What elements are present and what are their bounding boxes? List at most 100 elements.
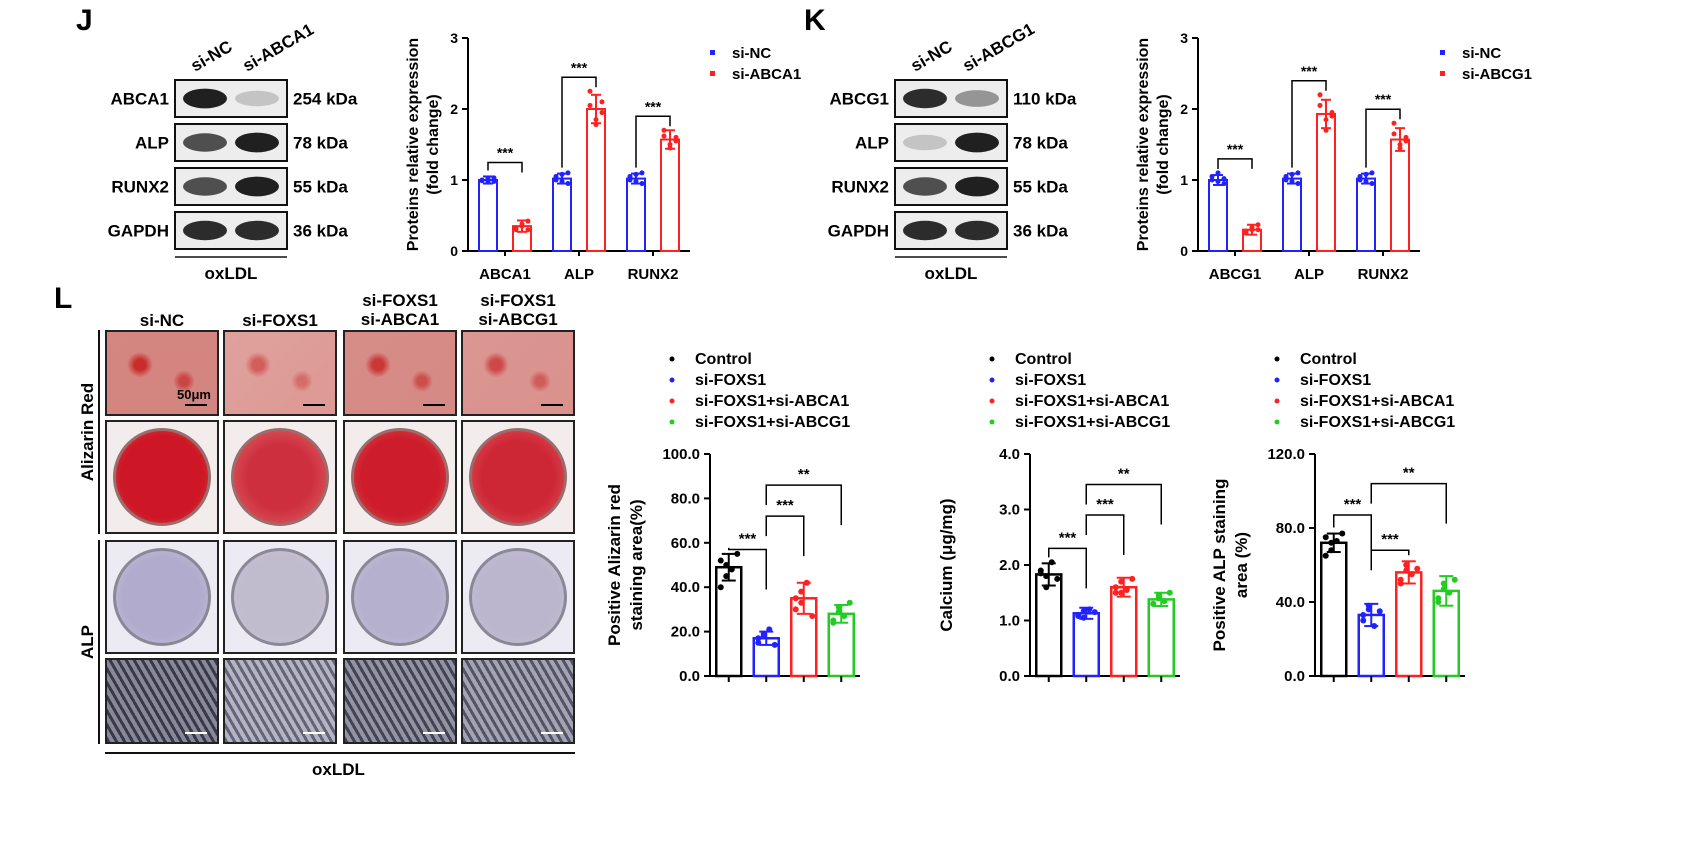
l1-sig-bracket-1 [728,547,767,590]
j-ylabel-line-1: Proteins relative expression [405,38,422,251]
j-sig-label-alp: *** [571,59,588,75]
alp-micro-image-3 [343,658,457,744]
j-protein-label-abca1: ABCA1 [110,90,169,109]
l1-ytick-label-40: 40.0 [671,579,700,596]
j-legend-marker-si-nc [710,50,715,55]
k-point-si-nc-alp-5 [1289,178,1295,184]
j-point-si-abca1-abca1-4 [513,225,519,231]
western-blot-k: si-NC si-ABCG1 ABCG1 110 kDa ALP 78 kDa RUNX2 5… [828,19,1077,283]
k-kda-label-alp: 78 kDa [1013,134,1068,153]
l2-legend-marker-si-foxs1-si-abcg1 [989,419,995,425]
k-lane-label-si-nc: si-NC [908,37,956,76]
l2-point-control-2 [1043,584,1050,591]
l1-legend-marker-si-foxs1 [669,377,675,383]
l1-point-control-5 [717,584,724,591]
j-point-si-abca1-abca1-6 [525,227,531,233]
alp-well-dish-4 [469,548,567,646]
j-band-runx2-2 [235,176,279,197]
l3-legend-marker-si-foxs1-si-abcg1 [1274,419,1280,425]
l3-sig-label-1: *** [1344,496,1362,513]
l1-point-si-foxs1-si-abca1-2 [798,588,805,595]
k-point-si-abcg1-abcg1-4 [1243,228,1249,234]
l2-point-si-foxs1-si-abca1-4 [1129,575,1136,582]
k-legend-label-si-abcg1: si-ABCG1 [1462,66,1532,83]
j-point-si-abca1-runx2-4 [661,127,667,133]
l2-bar-control [1035,573,1063,678]
j-point-si-abca1-alp-1 [587,88,593,94]
j-point-si-nc-abca1-4 [479,178,485,184]
j-sig-label-abca1: *** [497,144,514,160]
j-kda-label-runx2: 55 kDa [293,178,348,197]
l1-point-si-foxs1-1 [755,639,762,646]
l3-sig-label-3: ** [1403,465,1415,482]
alizarin-micro-image-1 [105,330,219,416]
j-kda-label-alp: 78 kDa [293,134,348,153]
l2-ylabel-line-1: Calcium (μg/mg) [937,498,956,631]
l1-point-control-6 [723,562,730,568]
l1-point-si-foxs1-5 [755,635,762,642]
j-band-gapdh-2 [235,220,279,241]
k-point-si-nc-abcg1-1 [1209,177,1215,183]
l3-legend-marker-control [1274,356,1280,362]
alp-well-image-3 [343,540,457,654]
j-treatment-label: oxLDL [205,264,258,283]
k-point-si-nc-alp-4 [1283,173,1289,179]
j-band-abca1-1 [183,88,227,109]
j-band-gapdh-1 [183,220,227,241]
l2-sig-bracket-2 [1085,514,1125,556]
k-point-si-abcg1-abcg1-5 [1249,225,1255,231]
l2-point-si-foxs1-3 [1086,606,1093,613]
l3-bar-control [1320,541,1348,678]
panel-letter-l: L [54,282,73,315]
k-point-si-nc-alp-6 [1295,170,1301,176]
l3-ylabel-line-2: area (%) [1232,532,1251,598]
alizarin-well-image-4 [461,420,575,534]
row-label-alizarin-red: Alizarin Red [78,382,97,482]
scale-bar-alizarin-micro-4 [541,404,563,406]
l3-point-si-foxs1-si-abcg1-4 [1451,576,1458,583]
k-treatment-label: oxLDL [925,264,978,283]
l2-ytick-label-2: 2.0 [999,557,1020,574]
alp-well-dish-2 [231,548,329,646]
j-point-si-nc-runx2-1 [627,177,633,183]
j-kda-label-abca1: 254 kDa [293,90,358,109]
k-point-si-nc-runx2-4 [1357,173,1363,179]
j-category-label-runx2: RUNX2 [628,266,679,283]
l1-point-si-foxs1-si-abcg1-4 [846,599,853,606]
j-point-si-nc-abca1-3 [491,175,497,181]
alizarin-well-image-1 [105,420,219,534]
alp-well-image-4 [461,540,575,654]
l3-point-control-2 [1328,547,1335,554]
row-label-alp: ALP [78,625,97,659]
l1-ylabel-line-2: staining area(%) [627,499,646,630]
l3-sig-bracket-1 [1333,514,1372,556]
l1-ylabel-line-1: Positive Alizarin red [605,484,624,646]
k-kda-label-abcg1: 110 kDa [1013,90,1077,109]
k-sig-label-runx2: *** [1375,91,1392,107]
k-point-si-nc-runx2-1 [1357,177,1363,183]
k-point-si-abcg1-runx2-6 [1403,134,1409,140]
l3-sig-bracket-2 [1370,549,1410,571]
l2-ytick-label-3: 3.0 [999,502,1020,519]
l3-point-si-foxs1-si-abca1-3 [1408,571,1415,578]
k-point-si-abcg1-runx2-2 [1397,145,1403,151]
l2-legend-label-si-foxs1-si-abcg1: si-FOXS1+si-ABCG1 [1015,414,1170,431]
l2-legend-marker-si-foxs1-si-abca1 [989,398,995,404]
l3-point-si-foxs1-si-abca1-5 [1397,580,1404,587]
l2-point-si-foxs1-6 [1080,608,1087,615]
alizarin-well-dish-1 [113,428,211,526]
j-band-abca1-2 [235,90,279,107]
j-point-si-nc-runx2-3 [639,181,645,187]
k-band-gapdh-1 [903,220,947,241]
alp-micro-image-1 [105,658,219,744]
k-bar-si-abcg1-alp [1316,112,1336,252]
l3-point-si-foxs1-si-abca1-4 [1414,565,1421,572]
chart-k-protein-expression: 0 1 2 3 Proteins relative expression (fold ch… [1135,30,1532,283]
j-kda-label-gapdh: 36 kDa [293,222,348,241]
j-point-si-nc-abca1-2 [485,179,491,185]
l2-sig-bracket-1 [1048,547,1087,589]
l1-ytick-label-100: 100.0 [662,446,700,463]
k-band-alp-1 [903,134,947,151]
l1-point-control-3 [728,566,735,573]
j-category-label-alp: ALP [564,266,594,283]
